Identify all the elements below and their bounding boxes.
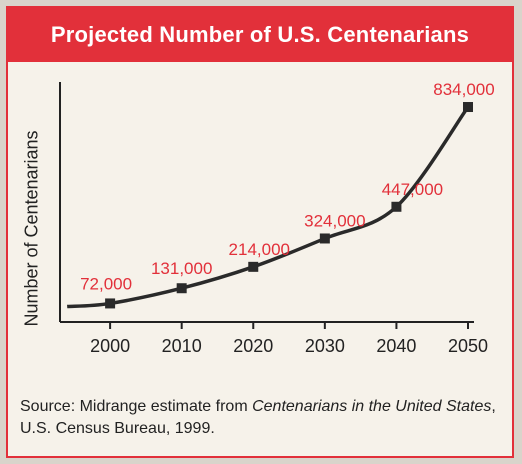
data-label: 131,000 <box>151 259 212 278</box>
x-tick-label: 2050 <box>448 336 488 356</box>
chart-area: Number of Centenarians 2000 2010 2020 2030 2… <box>8 62 512 382</box>
data-label: 324,000 <box>304 211 365 230</box>
data-label: 214,000 <box>229 240 290 259</box>
data-point <box>176 283 187 294</box>
source-suffix: , U.S. Census Bureau, 1999. <box>20 398 496 437</box>
data-label: 72,000 <box>80 274 132 293</box>
data-label: 447,000 <box>382 180 443 199</box>
x-tick-label: 2000 <box>90 336 130 356</box>
data-point <box>248 261 259 272</box>
source-note: Source: Midrange estimate from Centenari… <box>20 396 500 440</box>
x-tick-label: 2040 <box>376 336 416 356</box>
chart-svg: 2000 2010 2020 2030 2040 2050 72,000 131,000 214… <box>59 80 495 356</box>
x-tick-label: 2020 <box>233 336 273 356</box>
chart-card: Projected Number of U.S. Centenarians Nu… <box>6 6 514 458</box>
x-tick-label: 2030 <box>305 336 345 356</box>
title-bar: Projected Number of U.S. Centenarians <box>8 8 512 62</box>
source-prefix: Source: Midrange estimate from <box>20 398 253 415</box>
data-label: 834,000 <box>433 80 494 99</box>
x-tick-label: 2010 <box>162 336 202 356</box>
data-point <box>105 298 116 309</box>
data-point <box>463 102 473 113</box>
data-point <box>391 201 402 212</box>
data-point <box>319 233 330 244</box>
chart-title: Projected Number of U.S. Centenarians <box>50 22 470 47</box>
source-title: Centenarians in the United States <box>252 398 492 415</box>
